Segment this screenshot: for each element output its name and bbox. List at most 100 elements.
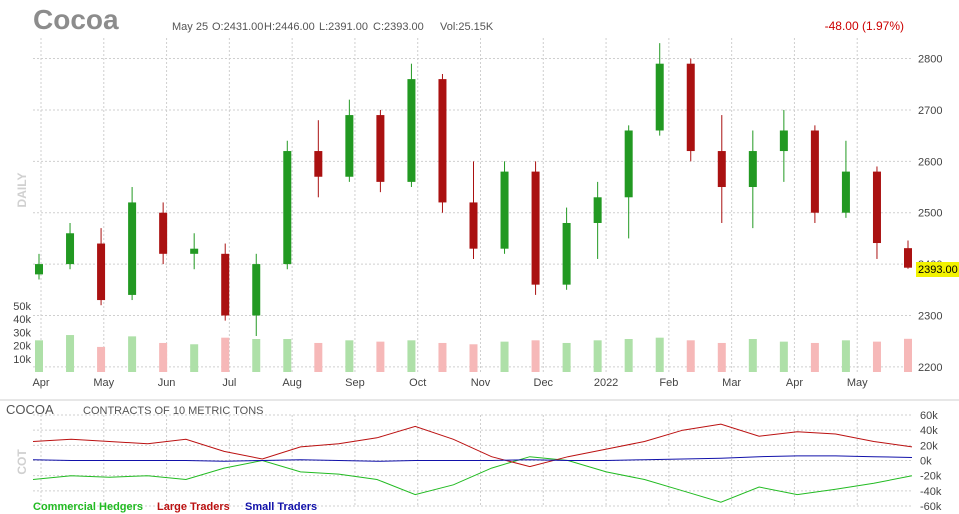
volume-tick-label: 10k — [13, 354, 31, 366]
volume-bar — [469, 344, 478, 372]
cot-tick-label: 20k — [920, 440, 938, 452]
volume-bar — [438, 342, 447, 372]
date-tick-label: 2022 — [594, 377, 618, 389]
volume-bar — [841, 340, 850, 372]
cot-tick-label: 0k — [920, 456, 932, 468]
volume-bar — [810, 342, 819, 372]
volume-bar — [221, 337, 230, 372]
volume-bar — [252, 339, 261, 372]
candle-body — [66, 233, 75, 265]
date-tick-label: Jul — [222, 377, 236, 389]
cot-axis: -60k -40k -20k 0k 20k 40k 60k — [920, 410, 942, 513]
cot-symbol: COCOA — [6, 402, 54, 417]
volume-bar — [128, 336, 137, 372]
volume-tick-label: 50k — [13, 301, 31, 313]
candle-body — [221, 253, 230, 316]
volume-bar — [35, 340, 43, 372]
legend-large: Large Traders — [157, 501, 230, 513]
cot-note: CONTRACTS OF 10 METRIC TONS — [83, 405, 264, 417]
volume-bar — [593, 340, 602, 372]
candle-body — [748, 151, 757, 188]
volume-bar — [345, 340, 354, 372]
candle-body — [779, 130, 788, 152]
date-tick-label: Mar — [722, 377, 741, 389]
date-tick-label: Apr — [786, 377, 803, 389]
cot-tick-label: -40k — [920, 486, 942, 498]
date-tick-label: Oct — [409, 377, 426, 389]
candle-body — [469, 202, 478, 249]
candle-body — [252, 264, 261, 316]
date-axis: Apr May Jun Jul Aug Sep Oct Nov Dec 2022 Feb Mar Apr… — [32, 377, 868, 389]
candle-body — [593, 197, 602, 223]
date-tick-label: Dec — [534, 377, 554, 389]
candle-body — [810, 130, 819, 213]
header-close: C:2393.00 — [373, 21, 424, 33]
volume-bar — [97, 346, 106, 372]
cot-axis-label: COT — [15, 449, 29, 475]
volume-tick-label: 40k — [13, 314, 31, 326]
candle-body — [159, 212, 168, 254]
candle-body — [314, 151, 323, 177]
candle-body — [655, 63, 664, 131]
price-tick-label: 2600 — [918, 156, 942, 168]
candle-body — [438, 79, 447, 203]
header-date: May 25 — [172, 21, 208, 33]
volume-bar — [562, 342, 571, 372]
candle-body — [283, 151, 292, 265]
small-traders-line — [32, 455, 913, 462]
price-tick-label: 2500 — [918, 208, 942, 220]
large-traders-line — [32, 423, 913, 468]
candle-body — [376, 115, 385, 182]
cot-tick-label: -60k — [920, 501, 942, 513]
volume-tick-label: 20k — [13, 341, 31, 353]
date-tick-label: May — [93, 377, 114, 389]
date-tick-label: Feb — [659, 377, 678, 389]
date-tick-label: Aug — [282, 377, 302, 389]
header-low: L:2391.00 — [319, 21, 368, 33]
volume-bar — [624, 339, 633, 372]
header-high: H:2446.00 — [264, 21, 315, 33]
last-price-label: 2393.00 — [918, 264, 958, 276]
date-tick-label: Sep — [345, 377, 365, 389]
volume-bar — [283, 339, 292, 372]
cot-lines — [32, 423, 913, 503]
symbol-title: Cocoa — [33, 4, 119, 35]
candle-body — [128, 202, 137, 295]
volume-bar — [500, 341, 509, 372]
volume-bar — [66, 335, 75, 372]
header-open: O:2431.00 — [212, 21, 263, 33]
price-tick-label: 2200 — [918, 362, 942, 374]
price-tick-label: 2800 — [918, 54, 942, 66]
price-tick-label: 2300 — [918, 310, 942, 322]
date-tick-label: Apr — [32, 377, 49, 389]
volume-bar — [717, 342, 726, 372]
candle-body — [35, 264, 43, 275]
candle-body — [500, 171, 509, 249]
volume-bar — [686, 340, 695, 372]
cot-tick-label: -20k — [920, 471, 942, 483]
candle-body — [190, 248, 199, 254]
date-tick-label: May — [847, 377, 868, 389]
cot-tick-label: 60k — [920, 410, 938, 422]
volume-tick-label: 30k — [13, 327, 31, 339]
volume-bar — [748, 339, 757, 372]
candle-body — [686, 63, 695, 152]
commercial-hedgers-line — [32, 456, 913, 503]
volume-bar — [190, 344, 199, 372]
volume-bar — [159, 342, 168, 372]
volume-bar — [531, 340, 540, 372]
header-change: -48.00 (1.97%) — [825, 19, 904, 33]
legend-small: Small Traders — [245, 501, 317, 513]
price-axis: 2200230024002500260027002800 — [918, 54, 942, 374]
candle-body — [717, 151, 726, 188]
candle-body — [872, 171, 881, 244]
price-grid — [33, 38, 912, 372]
price-candles — [35, 43, 912, 337]
candle-body — [407, 79, 416, 182]
candle-body — [841, 171, 850, 213]
volume-bar — [314, 342, 323, 372]
volume-bar — [779, 341, 788, 372]
volume-bars — [35, 335, 912, 372]
candle-body — [97, 243, 106, 301]
